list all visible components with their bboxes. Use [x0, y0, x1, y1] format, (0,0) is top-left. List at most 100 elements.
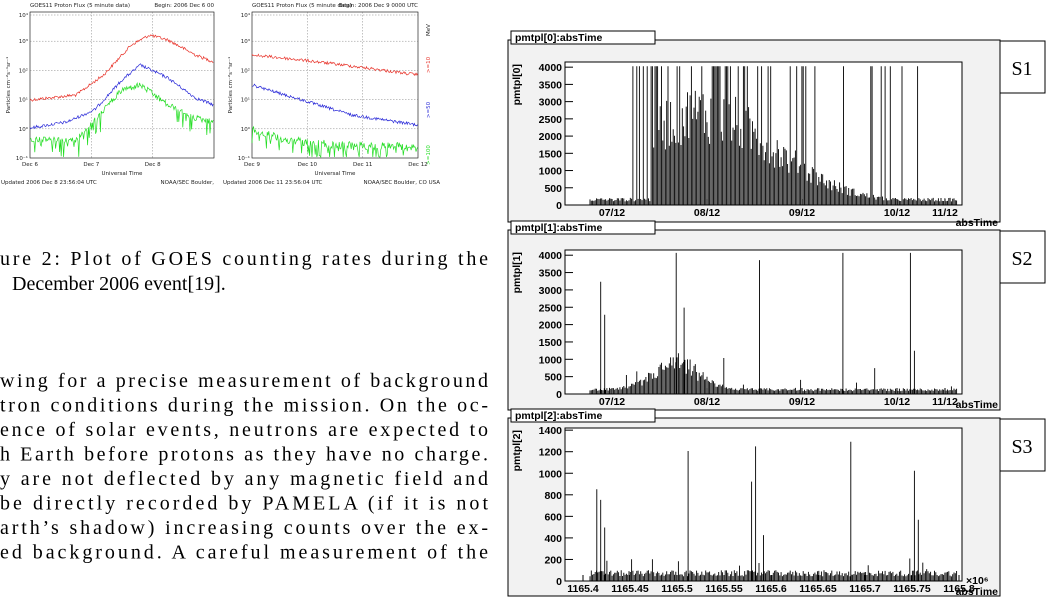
updated-note: Updated 2006 Dec 8 23:56:04 UTC: [1, 180, 97, 186]
body-line: h Earth before protons as they have no c…: [0, 444, 488, 466]
x-tick-label: 1165.55: [705, 583, 743, 595]
panel-title: pmtpl[1]:absTime: [515, 222, 602, 234]
y-tick-label: 1200: [539, 447, 563, 459]
y-tick-label: 2000: [539, 131, 563, 143]
y-tick-label: 200: [544, 554, 562, 566]
plot-frame: [251, 11, 419, 159]
panel-label: S2: [1011, 248, 1032, 270]
body-line: tron conditions during the mission. On t…: [0, 395, 488, 417]
x-tick-label: 1165.7: [849, 583, 881, 595]
y-tick-label: 1000: [539, 354, 563, 366]
y-tick-label: 3500: [539, 268, 563, 280]
flux-curve: [29, 63, 214, 130]
x-tick-label: 1165.45: [611, 583, 649, 595]
plot-frame: [564, 249, 963, 395]
x-tick-label: Dec 8: [145, 162, 161, 168]
x-tick-label: 09/12: [789, 207, 815, 219]
label-box: [999, 418, 1046, 472]
x-tick-label: Dec 7: [83, 162, 99, 168]
x-tick-label: 1165.5: [661, 583, 693, 595]
y-tick-label: 1500: [539, 337, 563, 349]
y-tick-label: 10¹: [241, 97, 250, 104]
y-tick-label: 3500: [539, 79, 563, 91]
label-box: [999, 230, 1046, 284]
y-tick-label: 10⁻¹: [238, 155, 250, 162]
flux-curve: [29, 34, 214, 102]
unit-label: MeV: [426, 24, 432, 36]
y-tick-label: 1000: [539, 468, 563, 480]
y-tick-label: 10²: [19, 67, 28, 74]
caption-line: ure 2: Plot of GOES counting rates durin…: [0, 248, 488, 270]
body-line: wing for a precise measurement of backgr…: [0, 370, 488, 392]
panel-label: S1: [1011, 58, 1032, 80]
x-tick-label: 09/12: [789, 396, 815, 408]
y-tick-label: 3000: [539, 285, 563, 297]
body-line: be directly recorded by PAMELA (if it is…: [0, 493, 488, 515]
x-tick-label: 10/12: [884, 207, 910, 219]
y-tick-label: 10⁰: [19, 126, 29, 133]
credit-note: NOAA/SEC Boulder,: [161, 180, 215, 186]
x-tick-label: Dec 12: [408, 162, 427, 168]
x-tick-label: 07/12: [599, 207, 625, 219]
y-tick-label: 500: [544, 372, 562, 384]
y-tick-label: 0: [556, 200, 562, 212]
legend-label: >=10: [426, 56, 432, 73]
y-axis-title: pmtpl[0]: [511, 64, 523, 105]
y-tick-label: 10⁴: [241, 12, 251, 19]
body-line: ence of solar events, neutrons are expec…: [0, 419, 488, 441]
x-tick-label: 1165.75: [893, 583, 931, 595]
x-tick-label: 1165.4: [567, 583, 599, 595]
x-tick-label: 1165.65: [799, 583, 837, 595]
title-box: [510, 408, 656, 423]
histogram-spikes: [589, 66, 958, 205]
panel-begin: Begin: 2006 Dec 6 00: [154, 3, 214, 9]
y-tick-label: 1500: [539, 148, 563, 160]
title-box: [510, 30, 656, 45]
x-tick-label: 11/12: [932, 396, 958, 408]
panel-title: GOES11 Proton Flux (5 minute data): [30, 3, 130, 9]
caption-line: December 2006 event[19].: [12, 273, 226, 295]
panel-label: S3: [1011, 436, 1032, 458]
y-axis-title: Particles cm⁻²s⁻¹sr⁻¹: [5, 57, 12, 114]
y-tick-label: 0: [556, 576, 562, 588]
plot-frame: [564, 61, 963, 206]
x-tick-label: 08/12: [694, 207, 720, 219]
x-axis-title: absTime: [956, 586, 999, 597]
y-tick-label: 10³: [241, 38, 250, 45]
y-tick-label: 2500: [539, 114, 563, 126]
legend-label: >=100: [426, 145, 432, 165]
y-tick-label: 500: [544, 183, 562, 195]
panel-title: pmtpl[2]:absTime: [515, 410, 602, 422]
x-axis-title: absTime: [956, 399, 999, 411]
y-tick-label: 1400: [539, 425, 563, 437]
y-tick-label: 4000: [539, 250, 563, 262]
x-tick-label: Dec 9: [244, 162, 260, 168]
histogram-spikes: [589, 441, 958, 581]
x-tick-label: Dec 11: [353, 162, 372, 168]
flux-curve: [251, 125, 418, 159]
x-tick-label: Dec 10: [298, 162, 318, 168]
body-line: arth’s shadow) increasing counts over th…: [0, 517, 488, 539]
panel-begin: Begin: 2006 Dec 9 0000 UTC: [339, 3, 418, 9]
flux-curve: [251, 53, 418, 77]
y-tick-label: 4000: [539, 62, 563, 74]
plot-frame: [29, 11, 215, 159]
y-tick-label: 600: [544, 511, 562, 523]
x-tick-label: 07/12: [599, 396, 625, 408]
y-tick-label: 2000: [539, 320, 563, 332]
y-tick-label: 10⁻¹: [16, 155, 28, 162]
x-tick-label: Dec 6: [22, 162, 38, 168]
legend-label: >=50: [426, 101, 432, 118]
label-box: [999, 40, 1046, 94]
x-axis-title: Universal Time: [102, 171, 144, 177]
x-tick-label: 10/12: [884, 396, 910, 408]
histogram-spikes: [589, 252, 958, 394]
y-tick-label: 0: [556, 389, 562, 401]
x-tick-label: 1165.8: [943, 583, 975, 595]
y-axis-title: pmtpl[1]: [511, 252, 523, 293]
body-line: ed background. A careful measurement of …: [0, 542, 488, 564]
y-axis-title: Particles cm⁻²s⁻¹sr⁻¹: [227, 57, 234, 114]
x-tick-label: 08/12: [694, 396, 720, 408]
y-tick-label: 10²: [241, 67, 250, 74]
